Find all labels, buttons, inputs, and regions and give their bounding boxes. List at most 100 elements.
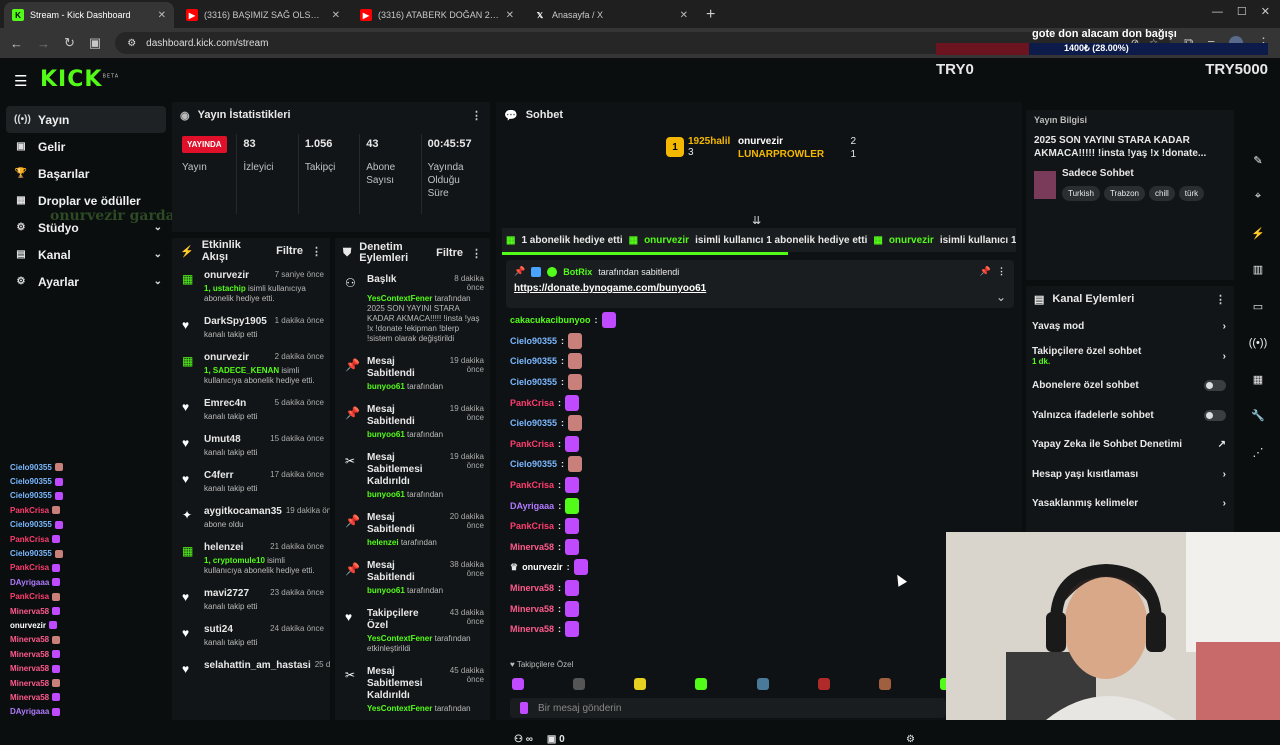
- users-infinity-icon[interactable]: ⚇ ∞: [514, 734, 533, 745]
- activity-username[interactable]: onurvezir: [204, 270, 250, 281]
- browser-tab[interactable]: ▶ (3316) ATABERK DOĞAN 2025 Y ✕: [352, 2, 522, 28]
- nav-item[interactable]: ▦ Droplar ve ödüller: [6, 187, 166, 214]
- activity-username[interactable]: selahattin_am_hastasi: [204, 660, 311, 671]
- document-icon[interactable]: ▥: [1252, 264, 1264, 277]
- chat-username[interactable]: Cielo90355: [510, 377, 558, 388]
- maximize-icon[interactable]: ☐: [1236, 6, 1247, 18]
- collapse-icon[interactable]: ⇊: [752, 215, 762, 227]
- close-window-icon[interactable]: ✕: [1260, 6, 1270, 18]
- emote-button-icon[interactable]: [520, 702, 528, 714]
- pinned-menu-icon[interactable]: ⋮: [997, 266, 1006, 276]
- kick-logo[interactable]: KICKBETA: [40, 67, 119, 92]
- activity-menu-icon[interactable]: ⋮: [311, 245, 322, 258]
- actions-menu-icon[interactable]: ⋮: [1215, 293, 1226, 306]
- extensions-icon[interactable]: ⧉: [1184, 35, 1193, 51]
- emote-icon[interactable]: [756, 678, 769, 690]
- chevron-right-icon[interactable]: ›: [1222, 350, 1226, 362]
- channel-action-row[interactable]: Yapay Zeka ile Sohbet Denetimi ↗: [1026, 430, 1234, 460]
- emote-picker-row[interactable]: [512, 678, 952, 690]
- hamburger-menu-icon[interactable]: ☰: [14, 73, 28, 90]
- activity-filter-button[interactable]: Filtre: [276, 245, 303, 257]
- activity-username[interactable]: helenzei: [204, 542, 244, 553]
- activity-username[interactable]: C4ferr: [204, 470, 234, 481]
- expand-pinned-icon[interactable]: ⌄: [995, 290, 1006, 304]
- chat-username[interactable]: Cielo90355: [510, 356, 558, 367]
- tag-chip[interactable]: Turkish: [1062, 186, 1100, 201]
- browser-tab[interactable]: K Stream - Kick Dashboard ✕: [4, 2, 174, 28]
- moderation-actor[interactable]: bunyoo61: [367, 586, 405, 595]
- moderation-filter-button[interactable]: Filtre: [436, 247, 463, 259]
- moderation-actor[interactable]: YesContextFener: [367, 294, 433, 303]
- activity-username[interactable]: Umut48: [204, 434, 241, 445]
- moderation-actor[interactable]: YesContextFener: [367, 634, 433, 643]
- nav-item[interactable]: ▣ Gelir: [6, 133, 166, 160]
- tag-chip[interactable]: chill: [1149, 186, 1175, 201]
- moderation-actor[interactable]: bunyoo61: [367, 490, 405, 499]
- close-tab-icon[interactable]: ✕: [331, 9, 340, 21]
- leader-name[interactable]: LUNARPROWLER: [738, 149, 825, 160]
- forward-icon[interactable]: →: [37, 35, 50, 51]
- chat-username[interactable]: Minerva58: [510, 583, 555, 594]
- tag-chip[interactable]: Trabzon: [1103, 186, 1145, 201]
- chat-username[interactable]: PankCrisa: [510, 521, 555, 532]
- chat-settings-icon[interactable]: ⚙: [906, 734, 915, 745]
- channel-action-row[interactable]: Takipçilere özel sohbet 1 dk. ›: [1026, 342, 1234, 372]
- activity-username[interactable]: onurvezir: [204, 352, 250, 363]
- emote-icon[interactable]: [573, 678, 586, 690]
- channel-action-row[interactable]: Hesap yaşı kısıtlaması ›: [1026, 460, 1234, 490]
- new-tab-icon[interactable]: +: [706, 6, 716, 23]
- external-link-icon[interactable]: ↗: [1217, 439, 1226, 451]
- emote-icon[interactable]: [634, 678, 647, 690]
- share-nodes-icon[interactable]: ⋰: [1252, 446, 1264, 459]
- chat-username[interactable]: DAyrigaaa: [510, 500, 555, 511]
- emote-icon[interactable]: [878, 678, 891, 690]
- sidepanel-icon[interactable]: ▣: [88, 35, 102, 50]
- reload-icon[interactable]: ↻: [64, 35, 75, 50]
- wrench-icon[interactable]: 🔧: [1251, 410, 1265, 423]
- browser-tab[interactable]: ▶ (3316) BAŞIMIZ SAĞ OLSUN | M ✕: [178, 2, 348, 28]
- chat-username[interactable]: Cielo90355: [510, 418, 558, 429]
- tag-chip[interactable]: türk: [1178, 186, 1205, 201]
- toggle-switch[interactable]: [1204, 409, 1226, 421]
- chat-input[interactable]: Bir mesaj gönderin: [510, 698, 946, 718]
- chat-username[interactable]: cakacukacibunyoo: [510, 315, 591, 326]
- activity-username[interactable]: mavi2727: [204, 588, 250, 599]
- minimize-icon[interactable]: —: [1211, 5, 1223, 18]
- layout-icon[interactable]: ▦: [1252, 373, 1264, 386]
- nav-item[interactable]: ((•)) Yayın: [6, 106, 166, 133]
- pinned-link[interactable]: https://donate.bynogame.com/bunyoo61: [514, 283, 707, 294]
- nav-item[interactable]: ⚙ Stüdyo ⌄: [6, 214, 166, 241]
- emote-icon[interactable]: [512, 678, 524, 690]
- chat-username[interactable]: Minerva58: [510, 541, 555, 552]
- activity-username[interactable]: suti24: [204, 624, 233, 635]
- channel-action-row[interactable]: Yasaklanmış kelimeler ›: [1026, 489, 1234, 519]
- stats-menu-icon[interactable]: ⋮: [471, 109, 482, 122]
- chat-username[interactable]: PankCrisa: [510, 480, 555, 491]
- chat-username[interactable]: Minerva58: [510, 603, 555, 614]
- chat-username[interactable]: Cielo90355: [510, 335, 558, 346]
- edit-icon[interactable]: ✎: [1253, 154, 1263, 167]
- toggle-switch[interactable]: [1204, 380, 1226, 392]
- activity-username[interactable]: aygitkocaman35: [204, 506, 282, 517]
- close-tab-icon[interactable]: ✕: [679, 9, 688, 21]
- browser-tab[interactable]: 𝕏 Anasayfa / X ✕: [526, 2, 696, 28]
- chevron-right-icon[interactable]: ›: [1222, 321, 1226, 333]
- chat-username[interactable]: Minerva58: [510, 624, 555, 635]
- broadcast-waves-icon[interactable]: ((•)): [1248, 336, 1268, 349]
- site-info-icon[interactable]: ⚙: [127, 37, 137, 49]
- chat-username[interactable]: Cielo90355: [510, 459, 558, 470]
- unpin-button-icon[interactable]: 📌: [979, 266, 991, 276]
- moderation-menu-icon[interactable]: ⋮: [471, 247, 482, 260]
- chat-username[interactable]: PankCrisa: [510, 397, 555, 408]
- moderation-actor[interactable]: helenzei: [367, 538, 399, 547]
- activity-username[interactable]: DarkSpy1905: [204, 316, 267, 327]
- back-icon[interactable]: ←: [10, 35, 23, 51]
- close-tab-icon[interactable]: ✕: [157, 9, 166, 21]
- chat-username[interactable]: PankCrisa: [510, 438, 555, 449]
- leader-name[interactable]: 1925halil: [688, 136, 731, 147]
- channel-action-row[interactable]: Yavaş mod ›: [1026, 312, 1234, 342]
- lightning-icon[interactable]: ⚡: [1251, 227, 1265, 240]
- nav-item[interactable]: 🏆 Başarılar: [6, 160, 166, 187]
- channel-action-row[interactable]: Abonelere özel sohbet: [1026, 371, 1234, 401]
- close-tab-icon[interactable]: ✕: [505, 9, 514, 21]
